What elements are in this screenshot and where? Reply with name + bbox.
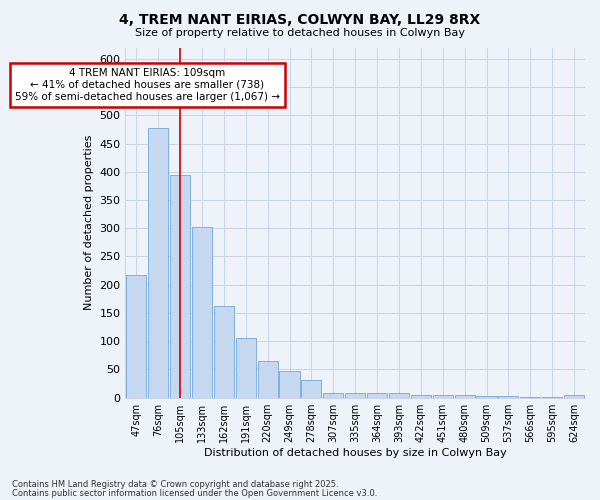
Bar xyxy=(345,392,365,398)
Bar xyxy=(476,396,497,398)
Bar xyxy=(280,371,299,398)
Text: Size of property relative to detached houses in Colwyn Bay: Size of property relative to detached ho… xyxy=(135,28,465,38)
Bar xyxy=(433,396,453,398)
Bar xyxy=(564,396,584,398)
X-axis label: Distribution of detached houses by size in Colwyn Bay: Distribution of detached houses by size … xyxy=(204,448,506,458)
Bar xyxy=(214,306,234,398)
Bar xyxy=(301,380,322,398)
Bar xyxy=(520,397,541,398)
Bar xyxy=(236,338,256,398)
Text: Contains public sector information licensed under the Open Government Licence v3: Contains public sector information licen… xyxy=(12,488,377,498)
Bar xyxy=(389,393,409,398)
Text: 4, TREM NANT EIRIAS, COLWYN BAY, LL29 8RX: 4, TREM NANT EIRIAS, COLWYN BAY, LL29 8R… xyxy=(119,12,481,26)
Y-axis label: Number of detached properties: Number of detached properties xyxy=(84,135,94,310)
Bar xyxy=(499,396,518,398)
Bar xyxy=(257,361,278,398)
Bar xyxy=(126,274,146,398)
Bar xyxy=(192,227,212,398)
Bar xyxy=(323,392,343,398)
Bar xyxy=(367,392,387,398)
Text: Contains HM Land Registry data © Crown copyright and database right 2025.: Contains HM Land Registry data © Crown c… xyxy=(12,480,338,489)
Bar xyxy=(455,396,475,398)
Text: 4 TREM NANT EIRIAS: 109sqm
← 41% of detached houses are smaller (738)
59% of sem: 4 TREM NANT EIRIAS: 109sqm ← 41% of deta… xyxy=(15,68,280,102)
Bar xyxy=(170,174,190,398)
Bar xyxy=(542,397,562,398)
Bar xyxy=(148,128,168,398)
Bar xyxy=(411,395,431,398)
